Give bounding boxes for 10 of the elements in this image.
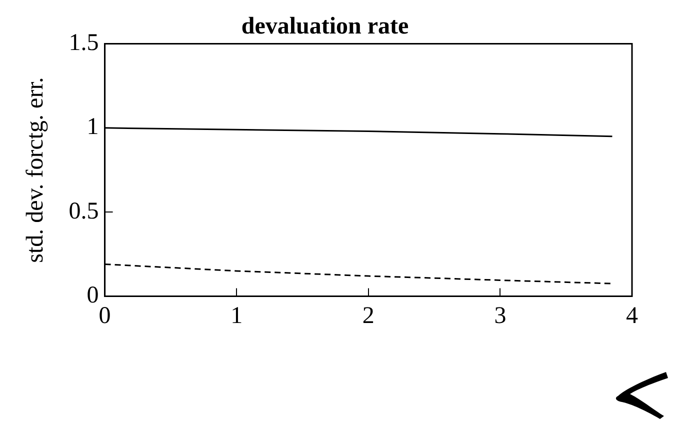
y-tick-label: 1 [86,114,99,140]
y-tick-label: 1.5 [68,30,99,56]
y-tick-label: 0.5 [68,198,99,224]
x-tick-label: 1 [230,302,243,329]
chart-title: devaluation rate [241,14,410,40]
y-axis-title: std. dev. forctg. err. [22,77,49,263]
x-tick-label: 4 [626,302,638,329]
y-tick-label: 0 [86,282,99,308]
x-tick-label: 2 [362,302,374,329]
x-tick-label: 3 [494,302,506,329]
